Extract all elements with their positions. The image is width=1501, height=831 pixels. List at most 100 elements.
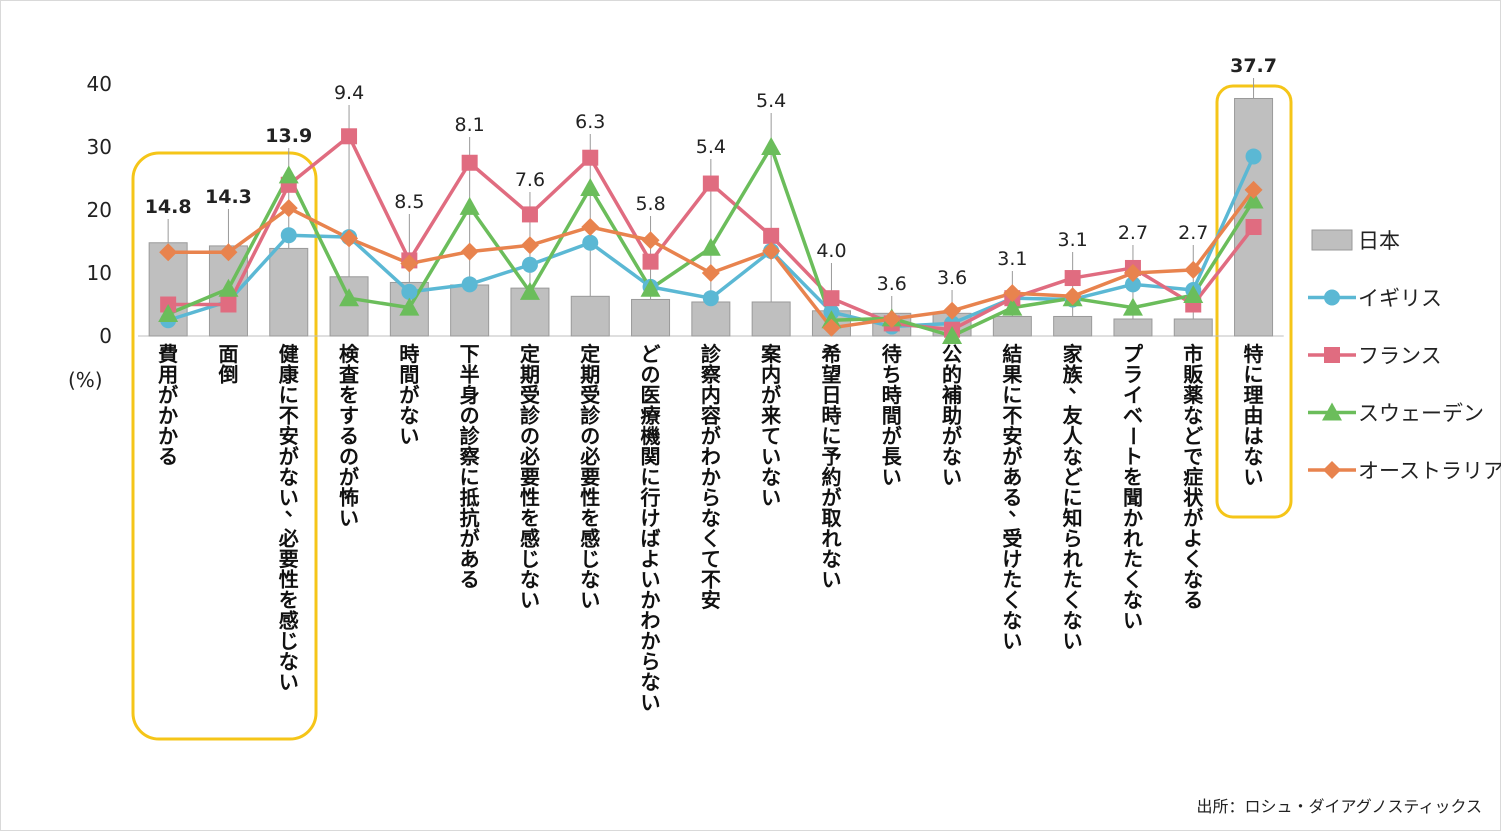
category-label-char: 状	[1183, 486, 1204, 510]
category-label-char: 期	[520, 363, 540, 387]
bar-japan	[751, 301, 791, 337]
y-unit-label: (%)	[68, 368, 103, 392]
category-label-char: 安	[701, 588, 721, 612]
data-label-japan: 5.4	[696, 136, 726, 158]
category-label-char: 時	[882, 383, 902, 407]
data-label-japan: 2.7	[1178, 222, 1208, 244]
category-label-char: 、	[1008, 496, 1028, 520]
legend-swatch-marker	[1324, 289, 1340, 306]
category-label-char: 内	[701, 383, 721, 407]
category-label-char: か	[158, 404, 178, 428]
category-label-char: 受	[520, 383, 540, 407]
category-label-char: 行	[640, 486, 661, 510]
series-marker	[341, 128, 358, 145]
series-marker	[762, 241, 781, 260]
data-label-japan: 3.6	[937, 267, 967, 289]
category-label-char: い	[339, 506, 359, 530]
y-tick-label: 20	[87, 198, 112, 222]
series-marker	[219, 243, 238, 262]
category-label-char: に	[279, 383, 299, 407]
series-marker	[1064, 270, 1081, 287]
category-label-char: い	[942, 465, 962, 489]
legend-swatch-marker	[1324, 347, 1340, 363]
category-label-char: 抗	[460, 506, 480, 530]
data-label-japan: 5.8	[635, 193, 665, 215]
series-marker	[519, 281, 540, 300]
category-label-char: 受	[1002, 527, 1022, 551]
bar-japan	[1173, 318, 1213, 337]
category-label-char: な	[761, 465, 781, 489]
category-label-char: 日	[821, 383, 841, 407]
category-label-char: ベ	[1123, 404, 1143, 428]
category-label-char: に	[641, 465, 661, 489]
category-label-char: ど	[641, 342, 661, 366]
category-label-char: 療	[641, 404, 661, 428]
category-label-char: に	[460, 465, 480, 489]
category-label-char: に	[1244, 363, 1264, 387]
category-label-char: の	[460, 404, 480, 428]
category-label-char: 医	[641, 383, 661, 407]
legend-label: オーストラリア	[1358, 459, 1501, 483]
series-marker	[339, 288, 360, 307]
bar-japan	[329, 276, 369, 337]
category-label-char: が	[279, 445, 299, 469]
data-label-japan: 7.6	[515, 169, 545, 191]
series-marker	[520, 236, 539, 255]
category-label-char: 聞	[1123, 486, 1143, 510]
category-label-char: く	[1123, 568, 1143, 592]
category-label-char: 察	[701, 363, 722, 387]
category-label-char: い	[821, 568, 841, 592]
category-label-char: 要	[520, 465, 540, 489]
category-label-char: 健	[279, 342, 299, 366]
category-label-char: 察	[460, 445, 481, 469]
category-label-char: な	[1123, 588, 1143, 612]
category-label-char: か	[1123, 506, 1143, 530]
category-label-char: 必	[519, 445, 540, 469]
category-label-char: 定	[580, 342, 600, 366]
category-label-char: 性	[279, 568, 299, 592]
category-label-char: 不	[1002, 404, 1022, 428]
category-label-char: 安	[279, 424, 299, 448]
category-label-char: 性	[580, 486, 600, 510]
category-label-char: ラ	[1123, 363, 1143, 387]
category-label-char: な	[1183, 404, 1203, 428]
category-label-char: ト	[1123, 445, 1143, 469]
category-label-char: 要	[279, 547, 299, 571]
category-label-char: を	[339, 383, 359, 407]
category-label-char: い	[1123, 609, 1143, 633]
category-label-char: い	[279, 670, 299, 694]
category-label-char: 必	[579, 445, 600, 469]
category-label-char: て	[761, 424, 781, 448]
series-marker	[1245, 219, 1262, 236]
category-label-char: 内	[761, 363, 781, 387]
category-label-char: に	[1063, 486, 1083, 510]
series-marker	[1124, 276, 1141, 293]
series-marker	[761, 137, 782, 155]
category-label-char: 査	[339, 363, 359, 387]
category-label-char: が	[1183, 506, 1203, 530]
category-label-char: 感	[580, 527, 600, 551]
y-tick-label: 30	[87, 135, 112, 159]
category-label-char: な	[1244, 445, 1264, 469]
legend-swatch-marker	[1322, 402, 1342, 421]
bar-japan	[691, 301, 731, 337]
category-label-char: け	[1002, 547, 1022, 571]
category-label-char: 人	[1063, 424, 1084, 448]
category-label-char: 機	[641, 424, 661, 448]
series-marker	[823, 290, 840, 307]
bar-japan	[631, 298, 671, 337]
series-marker	[700, 237, 721, 256]
line-markers	[158, 128, 1264, 344]
bar-japan	[1234, 97, 1274, 337]
series-marker	[158, 303, 179, 322]
data-label-japan: 3.1	[1058, 229, 1088, 251]
y-tick-label: 40	[87, 72, 112, 96]
category-label-char: 案	[760, 342, 782, 366]
data-label-japan: 2.7	[1118, 222, 1148, 244]
category-label-char: 補	[941, 383, 962, 407]
category-label-char: い	[399, 424, 419, 448]
category-label-char: け	[641, 506, 661, 530]
category-label-char: い	[580, 588, 600, 612]
data-label-japan: 14.8	[145, 196, 192, 218]
category-label-char: が	[821, 486, 841, 510]
